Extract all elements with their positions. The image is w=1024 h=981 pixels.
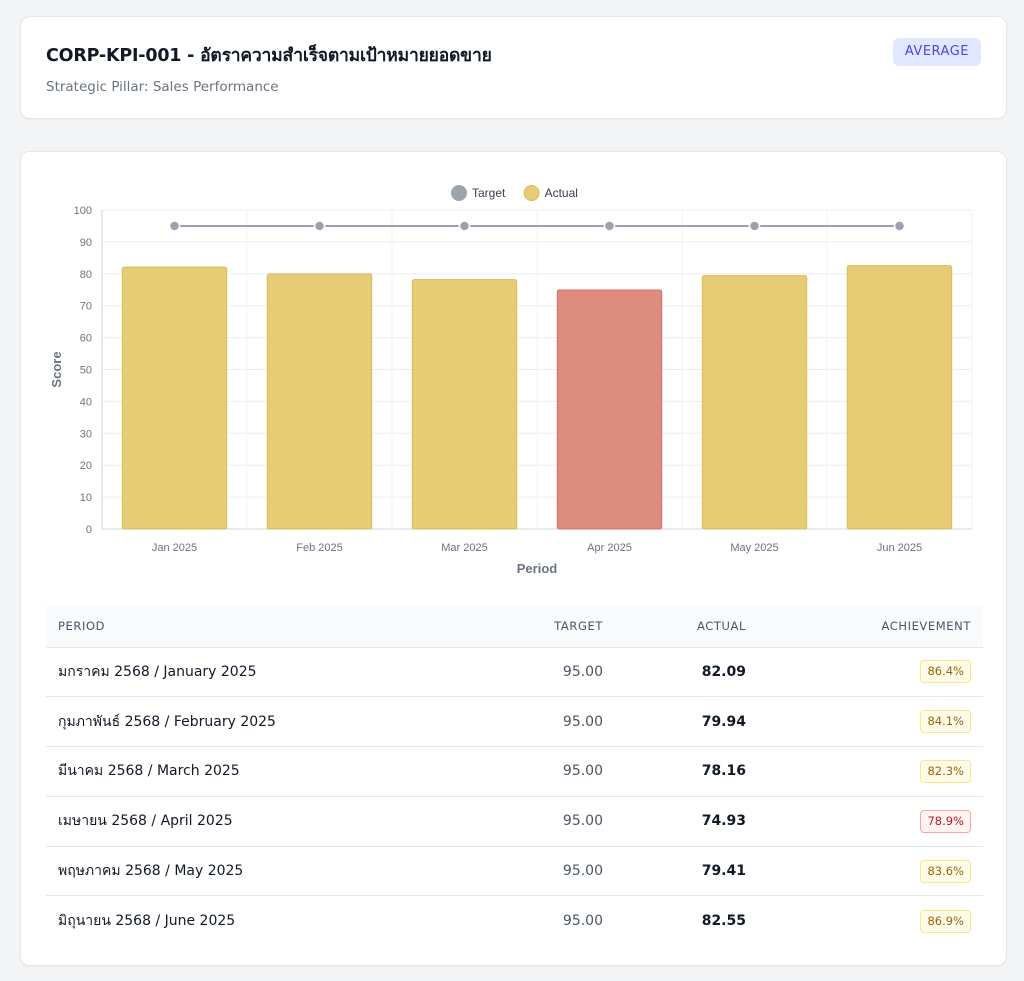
y-tick-label: 0 <box>86 524 92 536</box>
bar-actual <box>701 275 808 530</box>
table-row[interactable]: มีนาคม 2568 / March 2025 95.00 78.16 82.… <box>46 747 983 797</box>
legend-target-label: Target <box>472 186 506 200</box>
target-point <box>603 220 616 232</box>
cell-period: เมษายน 2568 / April 2025 <box>58 813 233 830</box>
y-tick-label: 60 <box>80 333 92 345</box>
cell-actual: 78.16 <box>701 763 746 780</box>
cell-period: มิถุนายน 2568 / June 2025 <box>58 913 236 930</box>
kpi-period-table: PERIOD TARGET ACTUAL ACHIEVEMENT มกราคม … <box>46 606 983 946</box>
legend-target-swatch <box>451 185 467 201</box>
performance-badge: AVERAGE <box>892 38 981 66</box>
achievement-badge: 82.3% <box>920 759 971 783</box>
table-row[interactable]: กุมภาพันธ์ 2568 / February 2025 95.00 79… <box>46 697 983 747</box>
y-tick-label: 90 <box>80 237 92 249</box>
kpi-strategic-pillar: Strategic Pillar: Sales Performance <box>46 79 279 95</box>
x-tick-label: Apr 2025 <box>587 542 632 554</box>
cell-actual: 82.09 <box>701 663 746 680</box>
y-tick-label: 40 <box>80 396 92 408</box>
target-point <box>168 220 181 232</box>
achievement-badge: 86.9% <box>920 909 971 933</box>
bar-actual <box>266 273 373 530</box>
x-tick-label: Jan 2025 <box>152 542 197 554</box>
cell-target: 95.00 <box>562 713 603 730</box>
y-tick-label: 50 <box>80 365 92 377</box>
cell-actual: 79.94 <box>701 713 746 730</box>
cell-actual: 82.55 <box>701 913 746 930</box>
table-row[interactable]: พฤษภาคม 2568 / May 2025 95.00 79.41 83.6… <box>46 846 983 896</box>
x-tick-label: May 2025 <box>730 542 778 554</box>
achievement-badge: 83.6% <box>920 859 971 883</box>
kpi-detail-card: 0 10 20 30 40 50 60 70 80 90 100 Jan 2025 Feb 2025 Ma… <box>20 151 1007 966</box>
bar-actual <box>121 266 228 530</box>
bar-actual <box>556 289 663 530</box>
achievement-badge: 84.1% <box>920 710 971 734</box>
col-header-achievement: ACHIEVEMENT <box>881 619 971 634</box>
kpi-header-card: CORP-KPI-001 - อัตราความสำเร็จตามเป้าหมา… <box>20 16 1007 119</box>
y-axis-title: Score <box>49 351 64 387</box>
target-point <box>313 220 326 232</box>
y-tick-label: 70 <box>80 301 92 313</box>
table-row[interactable]: มิถุนายน 2568 / June 2025 95.00 82.55 86… <box>46 896 983 946</box>
target-point <box>748 220 761 232</box>
y-tick-label: 10 <box>80 492 92 504</box>
target-point <box>893 220 906 232</box>
cell-target: 95.00 <box>562 763 603 780</box>
bar-actual <box>846 265 953 530</box>
cell-target: 95.00 <box>562 663 603 680</box>
achievement-badge: 86.4% <box>920 660 971 684</box>
cell-actual: 79.41 <box>701 863 746 880</box>
col-header-period: PERIOD <box>58 619 106 634</box>
cell-target: 95.00 <box>562 813 603 830</box>
legend-actual-label: Actual <box>545 186 578 200</box>
table-header-row: PERIOD TARGET ACTUAL ACHIEVEMENT <box>46 606 983 647</box>
x-axis-title: Period <box>517 561 558 576</box>
x-tick-label: Jun 2025 <box>877 542 922 554</box>
table-row[interactable]: เมษายน 2568 / April 2025 95.00 74.93 78.… <box>46 796 983 847</box>
cell-period: พฤษภาคม 2568 / May 2025 <box>58 863 244 880</box>
achievement-badge: 78.9% <box>920 809 971 833</box>
cell-period: มกราคม 2568 / January 2025 <box>58 663 257 680</box>
kpi-title: CORP-KPI-001 - อัตราความสำเร็จตามเป้าหมา… <box>46 46 492 66</box>
x-tick-label: Feb 2025 <box>296 542 342 554</box>
target-point <box>458 220 471 232</box>
legend-actual-swatch <box>523 185 540 201</box>
col-header-actual: ACTUAL <box>696 619 746 634</box>
cell-actual: 74.93 <box>701 813 746 830</box>
table-row[interactable]: มกราคม 2568 / January 2025 95.00 82.09 8… <box>46 647 983 697</box>
cell-period: กุมภาพันธ์ 2568 / February 2025 <box>58 713 276 730</box>
x-tick-label: Mar 2025 <box>441 542 487 554</box>
cell-target: 95.00 <box>562 913 603 930</box>
y-tick-label: 100 <box>74 205 92 217</box>
col-header-target: TARGET <box>554 619 603 634</box>
y-tick-label: 20 <box>80 460 92 472</box>
y-tick-label: 80 <box>80 269 92 281</box>
cell-period: มีนาคม 2568 / March 2025 <box>58 763 240 780</box>
kpi-chart[interactable]: 0 10 20 30 40 50 60 70 80 90 100 Jan 2025 Feb 2025 Ma… <box>21 152 1006 592</box>
cell-target: 95.00 <box>562 863 603 880</box>
y-tick-label: 30 <box>80 428 92 440</box>
bar-actual <box>411 279 518 530</box>
